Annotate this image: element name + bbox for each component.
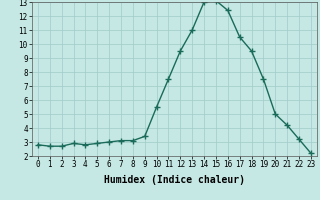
X-axis label: Humidex (Indice chaleur): Humidex (Indice chaleur) (104, 175, 245, 185)
